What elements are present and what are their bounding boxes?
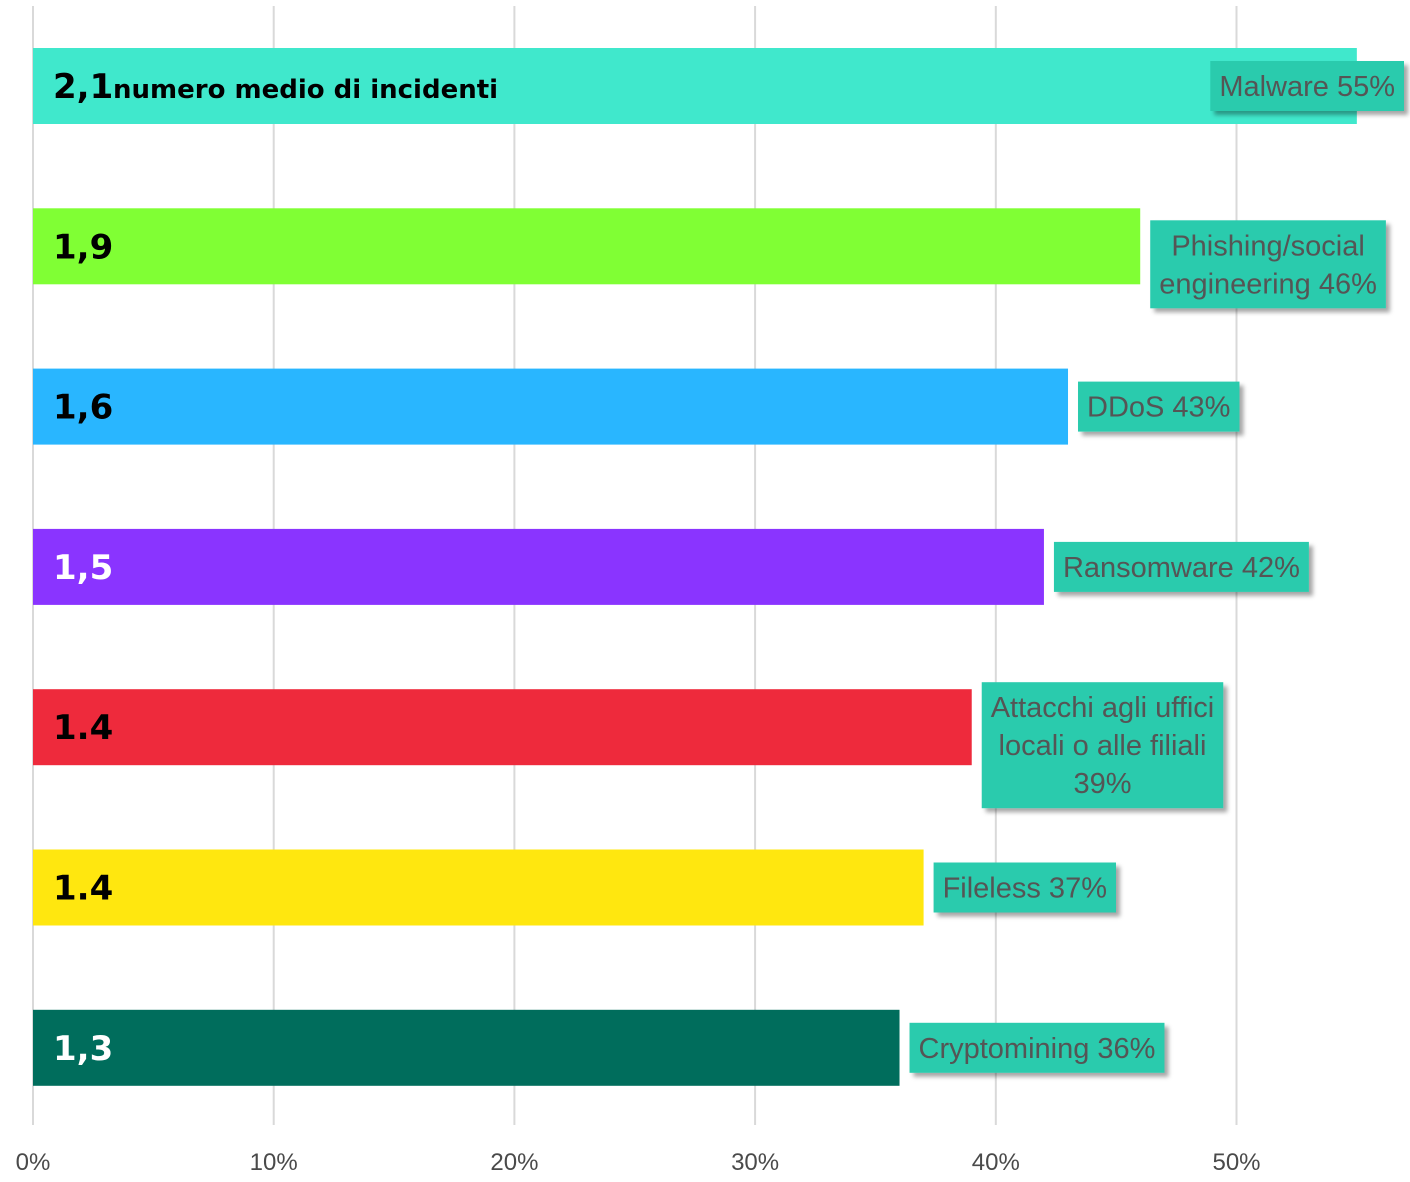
callout-text-line: Cryptomining 36% <box>919 1033 1156 1065</box>
category-callout: Fileless 37% <box>933 862 1116 913</box>
bar <box>33 849 924 926</box>
category-callout: Phishing/social engineering 46% <box>1150 220 1386 309</box>
callout-box <box>1150 220 1386 309</box>
callout-box <box>1053 541 1309 592</box>
bar <box>33 368 1069 445</box>
bar-value-label: 1,9 <box>53 227 113 267</box>
x-tick-label: 50% <box>1212 1149 1260 1176</box>
callout-text-line: Phishing/social <box>1171 230 1364 262</box>
x-tick-label: 0% <box>16 1149 51 1176</box>
x-axis-ticks: 0% 10% 20% 30% 40% 50% <box>16 1149 1261 1176</box>
bar <box>33 48 1357 124</box>
x-tick-label: 10% <box>250 1149 298 1176</box>
bar-value-label: 1.4 <box>53 869 113 909</box>
callout-box <box>1210 61 1404 111</box>
category-callout: Cryptomining 36% <box>909 1022 1165 1073</box>
bar-value-label: 1.4 <box>53 708 113 748</box>
callout-text-line: Malware 55% <box>1219 71 1395 103</box>
x-tick-label: 20% <box>490 1149 538 1176</box>
category-callout: DDoS 43% <box>1078 381 1240 432</box>
category-callouts: Malware 55% Phishing/social engineering 46… <box>909 61 1404 1073</box>
callout-text-line: Ransomware 42% <box>1063 552 1300 584</box>
category-callout: Ransomware 42% <box>1053 541 1309 592</box>
bar <box>33 528 1044 605</box>
bar-note-label: numero medio di incidenti <box>113 75 498 105</box>
callout-text-line: Attacchi agli uffici <box>991 692 1215 724</box>
x-tick-label: 30% <box>731 1149 779 1176</box>
callout-box <box>1078 381 1240 432</box>
callout-box <box>909 1022 1165 1073</box>
bars: 2,1 numero medio di incidenti 1,9 1,6 1,5 1.4… <box>33 48 1357 1086</box>
bar-value-label: 1,3 <box>53 1029 113 1069</box>
callout-text-line: locali o alle filiali <box>999 730 1207 762</box>
bar <box>33 689 972 766</box>
callout-box <box>981 682 1224 809</box>
bar-value-label: 1,6 <box>53 388 113 428</box>
callout-text-line: DDoS 43% <box>1087 392 1230 424</box>
x-tick-label: 40% <box>972 1149 1020 1176</box>
bar <box>33 1009 900 1086</box>
callout-box <box>933 862 1116 913</box>
category-callout: Malware 55% <box>1210 61 1404 111</box>
callout-text-line: engineering 46% <box>1159 268 1377 300</box>
callout-text-line: Fileless 37% <box>943 873 1107 905</box>
callout-text-line: 39% <box>1073 768 1131 800</box>
bar <box>33 208 1141 285</box>
bar-value-label: 1,5 <box>53 548 113 588</box>
category-callout: Attacchi agli uffici locali o alle filial… <box>981 682 1224 809</box>
bar-value-label: 2,1 <box>53 67 113 107</box>
